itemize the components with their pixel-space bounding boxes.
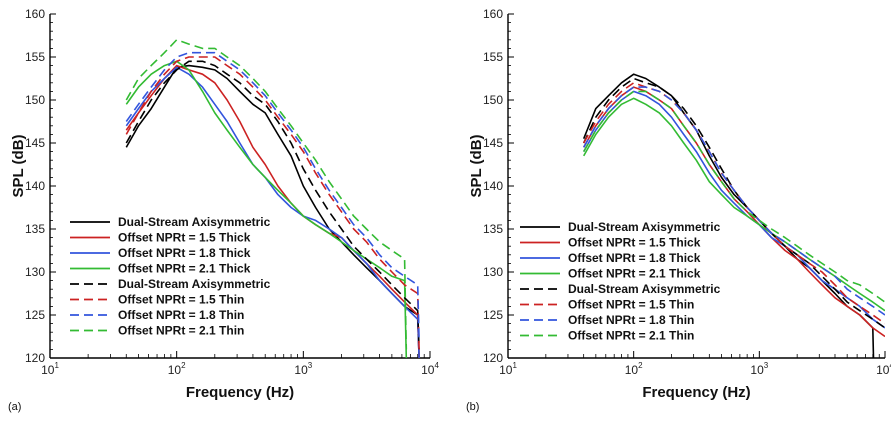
- x-tick-label: 102: [625, 361, 643, 377]
- y-tick-label: 145: [483, 136, 503, 150]
- legend-entry: Offset NPRt = 2.1 Thin: [568, 329, 694, 343]
- y-axis-label: SPL (dB): [468, 134, 485, 197]
- series-line-8: [125, 39, 408, 350]
- y-tick-label: 160: [25, 7, 45, 21]
- legend-entry: Offset NPRt = 2.1 Thick: [568, 267, 701, 281]
- y-tick-label: 125: [25, 308, 45, 322]
- legend-entry: Offset NPRt = 1.8 Thin: [568, 313, 694, 327]
- y-tick-label: 130: [25, 265, 45, 279]
- y-tick-label: 125: [483, 308, 503, 322]
- legend-entry: Offset NPRt = 2.1 Thin: [118, 324, 244, 338]
- y-tick-label: 140: [25, 179, 45, 193]
- chart-panel-1: 120 125 130 135 140 145 150 155 160 101 102 103 104 F…: [8, 7, 439, 413]
- x-tick-label: 103: [294, 361, 312, 377]
- x-tick-label: 104: [876, 361, 891, 377]
- legend-entry: Offset NPRt = 1.5 Thin: [118, 293, 244, 307]
- y-tick-label: 145: [25, 136, 45, 150]
- x-tick-label: 101: [499, 361, 517, 377]
- series-line-3: [125, 66, 420, 359]
- x-tick-label: 101: [41, 361, 59, 377]
- legend-entry: Dual-Stream Axisymmetric: [568, 220, 721, 234]
- legend-entry: Offset NPRt = 2.1 Thick: [118, 262, 251, 276]
- y-tick-label: 150: [483, 93, 503, 107]
- y-tick-label: 135: [483, 222, 503, 236]
- legend-entry: Dual-Stream Axisymmetric: [118, 277, 271, 291]
- x-tick-label: 103: [750, 361, 768, 377]
- x-axis-label: Frequency (Hz): [642, 384, 750, 401]
- legend-entry: Offset NPRt = 1.5 Thick: [118, 231, 251, 245]
- x-tick-label: 102: [168, 361, 186, 377]
- y-tick-label: 130: [483, 265, 503, 279]
- legend-entry: Dual-Stream Axisymmetric: [118, 215, 271, 229]
- y-tick-label: 150: [25, 93, 45, 107]
- series-line-5: [125, 60, 420, 350]
- y-tick-label: 160: [483, 7, 503, 21]
- y-tick-label: 155: [25, 50, 45, 64]
- series-line-6: [125, 56, 420, 350]
- series-line-7: [583, 86, 885, 316]
- legend-entry: Offset NPRt = 1.8 Thick: [568, 251, 701, 265]
- y-tick-label: 135: [25, 222, 45, 236]
- x-axis-label: Frequency (Hz): [186, 384, 294, 401]
- series-line-1: [582, 73, 875, 359]
- y-axis-label: SPL (dB): [10, 134, 27, 197]
- chart-panel-2: 120 125 130 135 140 145 150 155 160 101 102 103 104 F…: [466, 7, 891, 413]
- legend-entry: Offset NPRt = 1.8 Thick: [118, 246, 251, 260]
- series-line-2: [125, 64, 420, 359]
- legend: Dual-Stream Axisymmetric Offset NPRt = 1.…: [520, 220, 721, 343]
- y-tick-label: 120: [25, 351, 45, 365]
- x-tick-label: 104: [421, 361, 439, 377]
- legend-entry: Offset NPRt = 1.8 Thin: [118, 308, 244, 322]
- legend-entry: Offset NPRt = 1.5 Thin: [568, 298, 694, 312]
- legend-entry: Offset NPRt = 1.5 Thick: [568, 236, 701, 250]
- series-lines: [125, 39, 420, 359]
- series-lines: [582, 73, 885, 359]
- series-line-8: [583, 90, 885, 303]
- panel-label: (b): [466, 401, 479, 413]
- legend: Dual-Stream Axisymmetric Offset NPRt = 1.…: [70, 215, 271, 338]
- legend-entry: Dual-Stream Axisymmetric: [568, 282, 721, 296]
- panel-label: (a): [8, 401, 21, 413]
- y-tick-label: 155: [483, 50, 503, 64]
- series-line-7: [125, 51, 420, 341]
- y-tick-label: 120: [483, 351, 503, 365]
- y-tick-label: 140: [483, 179, 503, 193]
